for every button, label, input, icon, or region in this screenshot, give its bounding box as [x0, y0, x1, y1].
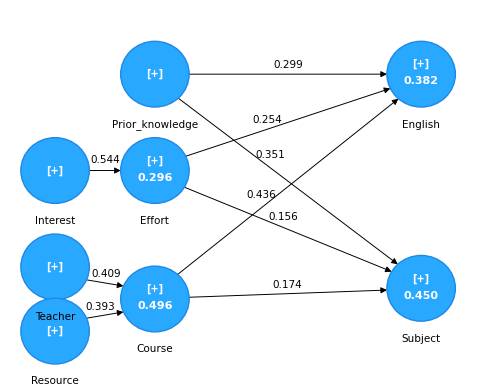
- Text: 0.254: 0.254: [252, 115, 282, 125]
- Text: 0.296: 0.296: [137, 173, 172, 183]
- Text: 0.544: 0.544: [90, 155, 120, 165]
- Text: Course: Course: [136, 344, 173, 354]
- Text: [+]: [+]: [146, 69, 164, 79]
- Text: Interest: Interest: [35, 216, 75, 226]
- Text: [+]: [+]: [146, 284, 164, 294]
- Text: 0.409: 0.409: [91, 269, 120, 279]
- Ellipse shape: [21, 298, 89, 364]
- Text: [+]: [+]: [46, 165, 64, 176]
- Text: Effort: Effort: [140, 216, 170, 226]
- Text: 0.393: 0.393: [86, 302, 116, 312]
- Ellipse shape: [21, 234, 89, 300]
- Ellipse shape: [120, 138, 189, 203]
- Text: English: English: [402, 120, 440, 129]
- Text: 0.450: 0.450: [404, 291, 438, 301]
- Text: [+]: [+]: [412, 59, 430, 70]
- Ellipse shape: [21, 138, 89, 203]
- Text: [+]: [+]: [46, 326, 64, 336]
- Ellipse shape: [387, 255, 456, 321]
- Text: 0.351: 0.351: [256, 150, 285, 160]
- Text: Resource: Resource: [31, 377, 79, 386]
- Text: 0.174: 0.174: [272, 280, 302, 290]
- Text: 0.436: 0.436: [247, 190, 276, 199]
- Ellipse shape: [120, 266, 189, 332]
- Text: Prior_knowledge: Prior_knowledge: [112, 120, 198, 131]
- Text: Teacher: Teacher: [35, 312, 76, 322]
- Ellipse shape: [120, 41, 189, 107]
- Text: [+]: [+]: [146, 156, 164, 166]
- Text: 0.156: 0.156: [268, 212, 298, 222]
- Text: 0.382: 0.382: [404, 76, 438, 86]
- Ellipse shape: [387, 41, 456, 107]
- Text: 0.299: 0.299: [273, 60, 303, 70]
- Text: [+]: [+]: [412, 273, 430, 283]
- Text: [+]: [+]: [46, 262, 64, 272]
- Text: 0.496: 0.496: [137, 301, 172, 311]
- Text: Subject: Subject: [402, 334, 440, 344]
